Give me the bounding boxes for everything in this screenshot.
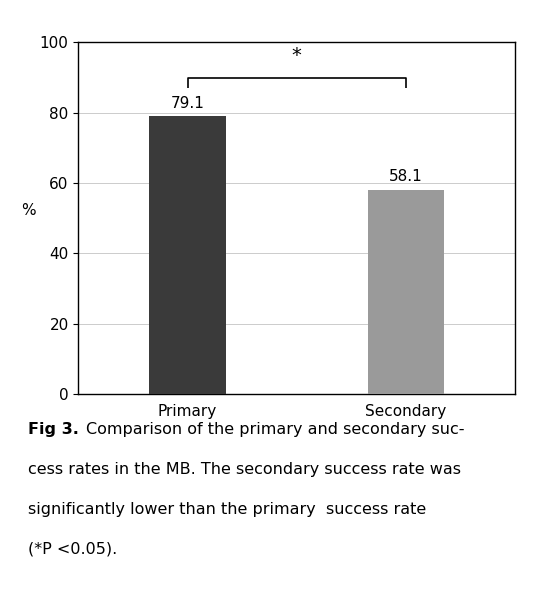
Text: significantly lower than the primary  success rate: significantly lower than the primary suc…	[28, 502, 426, 517]
Text: 79.1: 79.1	[171, 96, 204, 111]
Text: cess rates in the MB. The secondary success rate was: cess rates in the MB. The secondary succ…	[28, 462, 461, 477]
Text: Fig 3.: Fig 3.	[28, 422, 79, 437]
Text: *: *	[292, 46, 302, 65]
Text: 58.1: 58.1	[389, 170, 423, 184]
Bar	[368, 190, 444, 394]
Bar	[150, 116, 226, 394]
Y-axis label: %: %	[21, 203, 36, 218]
Text: (*P <0.05).: (*P <0.05).	[28, 542, 117, 557]
Text: Comparison of the primary and secondary suc-: Comparison of the primary and secondary …	[86, 422, 464, 437]
